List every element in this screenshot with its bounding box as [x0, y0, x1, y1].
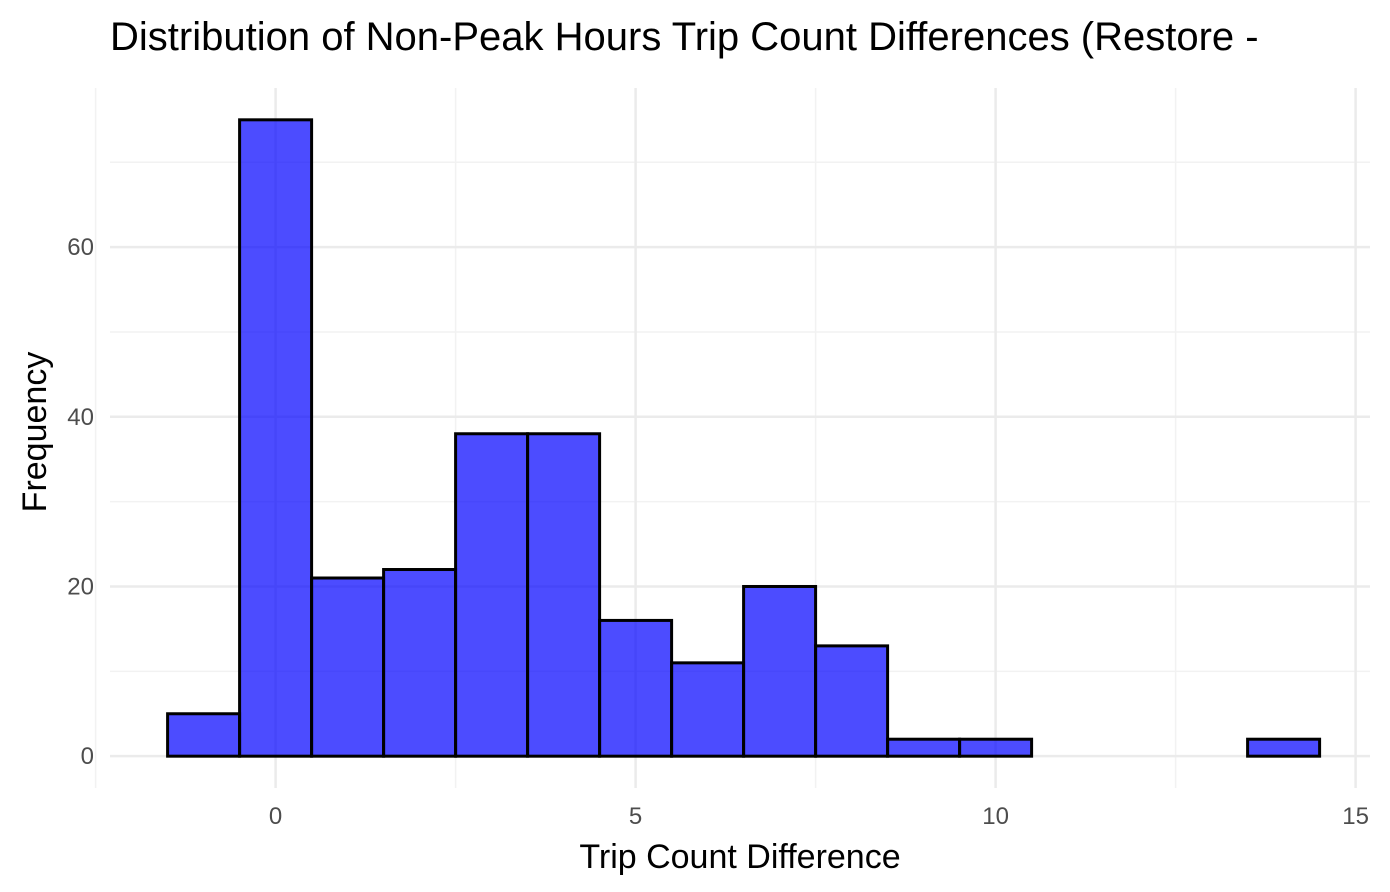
histogram-bar [742, 584, 818, 758]
histogram-bar [238, 118, 314, 758]
histogram-bar [454, 432, 530, 758]
y-tick-label: 0 [81, 743, 94, 770]
histogram-bar [310, 576, 386, 758]
y-tick-label: 60 [67, 234, 94, 261]
histogram-bar [166, 712, 242, 758]
x-tick-label: 15 [1342, 803, 1369, 830]
histogram-bar [886, 737, 962, 758]
x-tick-label: 0 [269, 803, 282, 830]
histogram-bar [958, 737, 1034, 758]
x-tick-label: 10 [982, 803, 1009, 830]
x-tick-label: 5 [629, 803, 642, 830]
y-tick-label: 20 [67, 573, 94, 600]
ticks-layer: 0 5 10 15 0 20 40 60 [67, 234, 1369, 830]
histogram-bar [1246, 737, 1322, 758]
chart-title: Distribution of Non-Peak Hours Trip Coun… [110, 15, 1259, 59]
histogram-bar [382, 568, 458, 758]
y-tick-label: 40 [67, 404, 94, 431]
y-axis-title: Frequency [16, 352, 54, 513]
histogram-bar [598, 618, 674, 758]
bars-layer [166, 118, 1322, 758]
histogram-bar [526, 432, 602, 758]
histogram-bar [814, 644, 890, 758]
x-axis-title: Trip Count Difference [579, 838, 900, 876]
histogram-bar [670, 661, 746, 758]
